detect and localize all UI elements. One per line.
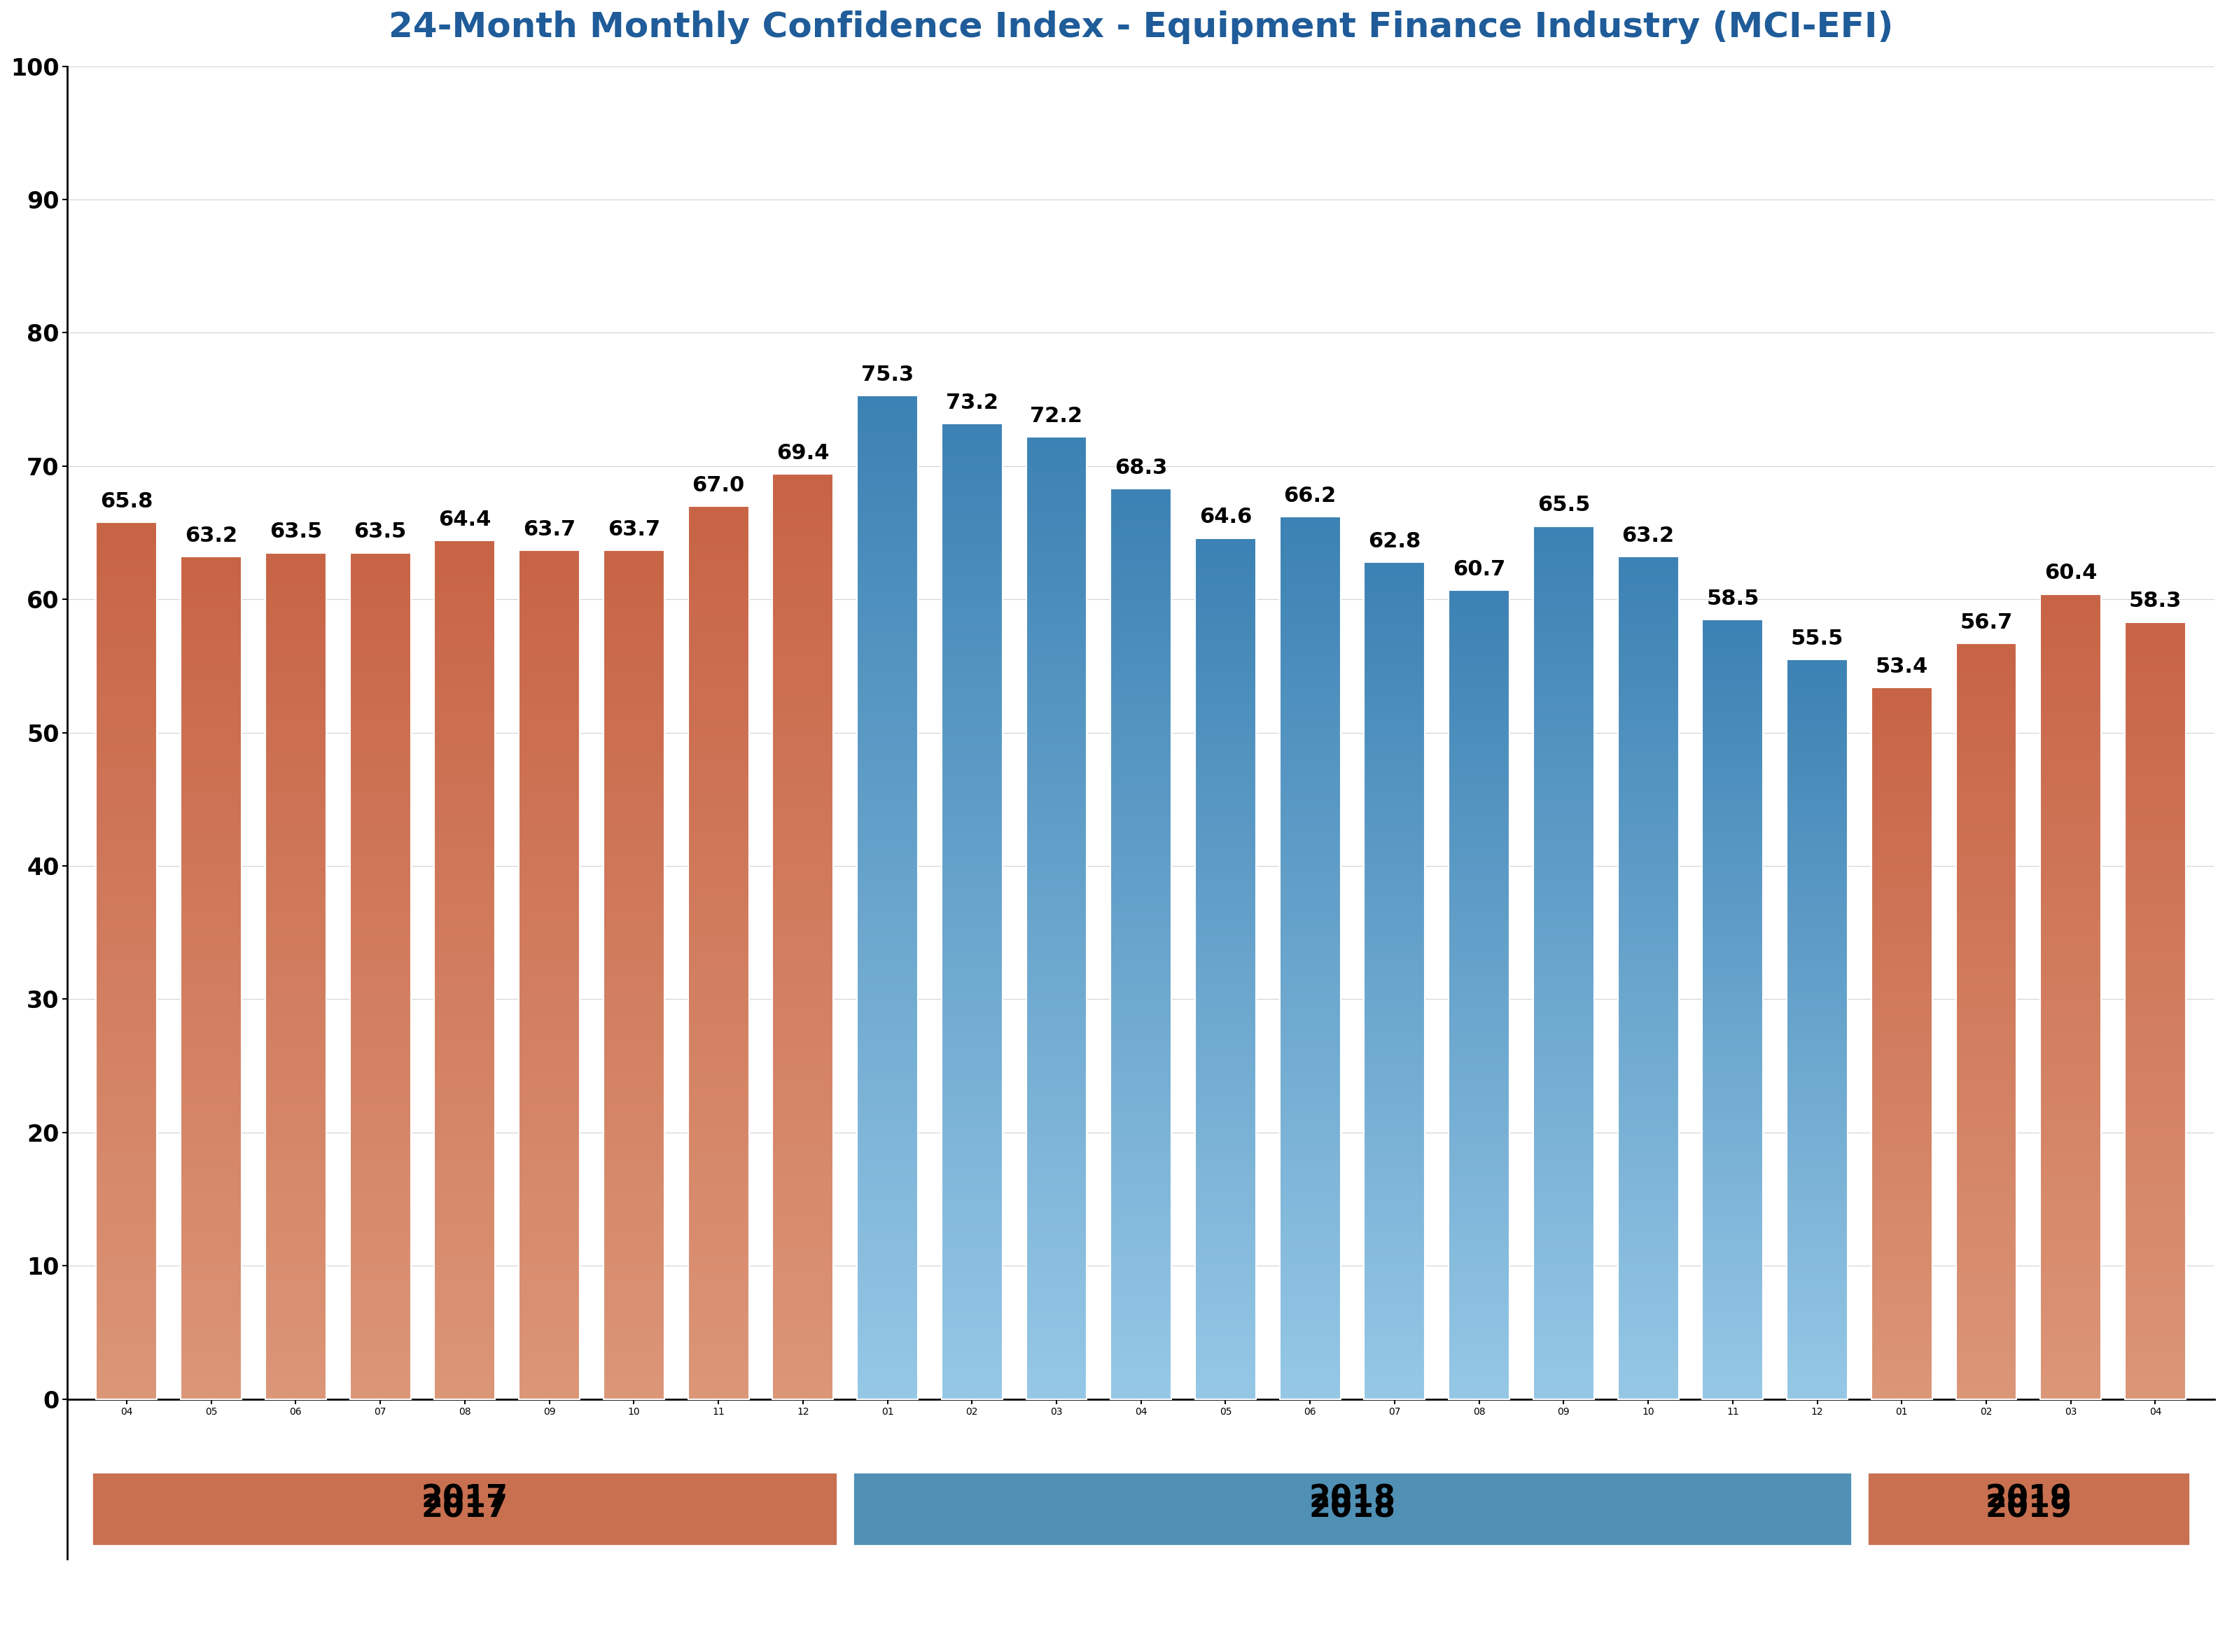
Text: 58.3: 58.3 — [2129, 591, 2183, 611]
Bar — [1956, 643, 2016, 1399]
Bar — [91, 1472, 837, 1546]
Text: 64.4: 64.4 — [438, 510, 492, 530]
Bar — [1279, 517, 1339, 1399]
Text: 2018: 2018 — [1308, 1493, 1395, 1523]
Text: 63.5: 63.5 — [269, 522, 323, 542]
Bar — [1448, 590, 1509, 1399]
Text: 65.5: 65.5 — [1537, 496, 1591, 515]
Text: 65.8: 65.8 — [100, 491, 154, 512]
Bar — [96, 522, 158, 1399]
Text: 2019: 2019 — [1985, 1483, 2071, 1513]
Text: 68.3: 68.3 — [1115, 458, 1168, 477]
Bar — [1787, 659, 1847, 1399]
Text: 69.4: 69.4 — [777, 443, 830, 464]
Text: 60.4: 60.4 — [2045, 563, 2098, 583]
Text: 63.5: 63.5 — [354, 522, 407, 542]
Bar — [434, 540, 496, 1399]
Text: 63.7: 63.7 — [607, 519, 661, 540]
Text: 72.2: 72.2 — [1030, 406, 1084, 426]
Text: 58.5: 58.5 — [1707, 588, 1760, 608]
Bar — [180, 557, 243, 1399]
Text: 66.2: 66.2 — [1284, 486, 1337, 506]
Bar — [2040, 595, 2100, 1399]
Text: 73.2: 73.2 — [946, 393, 999, 413]
Text: 63.7: 63.7 — [523, 519, 576, 540]
Text: 63.2: 63.2 — [185, 525, 238, 547]
Bar — [265, 553, 327, 1399]
Bar — [688, 506, 750, 1399]
Text: 63.2: 63.2 — [1622, 525, 1675, 547]
Bar — [518, 550, 581, 1399]
Title: 24-Month Monthly Confidence Index - Equipment Finance Industry (MCI-EFI): 24-Month Monthly Confidence Index - Equi… — [389, 10, 1893, 45]
Text: 75.3: 75.3 — [861, 365, 914, 385]
Text: 62.8: 62.8 — [1368, 530, 1422, 552]
Bar — [1618, 557, 1678, 1399]
Text: 55.5: 55.5 — [1791, 628, 1845, 649]
Bar — [1364, 562, 1424, 1399]
Bar — [349, 553, 412, 1399]
Bar — [1195, 539, 1255, 1399]
Bar — [1110, 489, 1170, 1399]
Text: 2017: 2017 — [421, 1493, 507, 1523]
Bar — [941, 423, 1003, 1399]
Text: 2017: 2017 — [421, 1483, 507, 1513]
Text: 2018: 2018 — [1308, 1483, 1395, 1513]
Text: 67.0: 67.0 — [692, 476, 745, 496]
Bar — [1533, 525, 1593, 1399]
Bar — [772, 474, 834, 1399]
Text: 60.7: 60.7 — [1453, 558, 1506, 580]
Bar — [857, 395, 919, 1399]
Bar — [1026, 436, 1086, 1399]
Bar — [1871, 687, 1931, 1399]
Text: 56.7: 56.7 — [1960, 613, 2014, 633]
Bar — [852, 1472, 1851, 1546]
Bar — [2125, 623, 2185, 1399]
Bar — [1867, 1472, 2189, 1546]
Bar — [603, 550, 665, 1399]
Text: 64.6: 64.6 — [1199, 507, 1253, 527]
Bar — [1702, 620, 1762, 1399]
Text: 2019: 2019 — [1985, 1493, 2071, 1523]
Text: 53.4: 53.4 — [1876, 656, 1929, 677]
